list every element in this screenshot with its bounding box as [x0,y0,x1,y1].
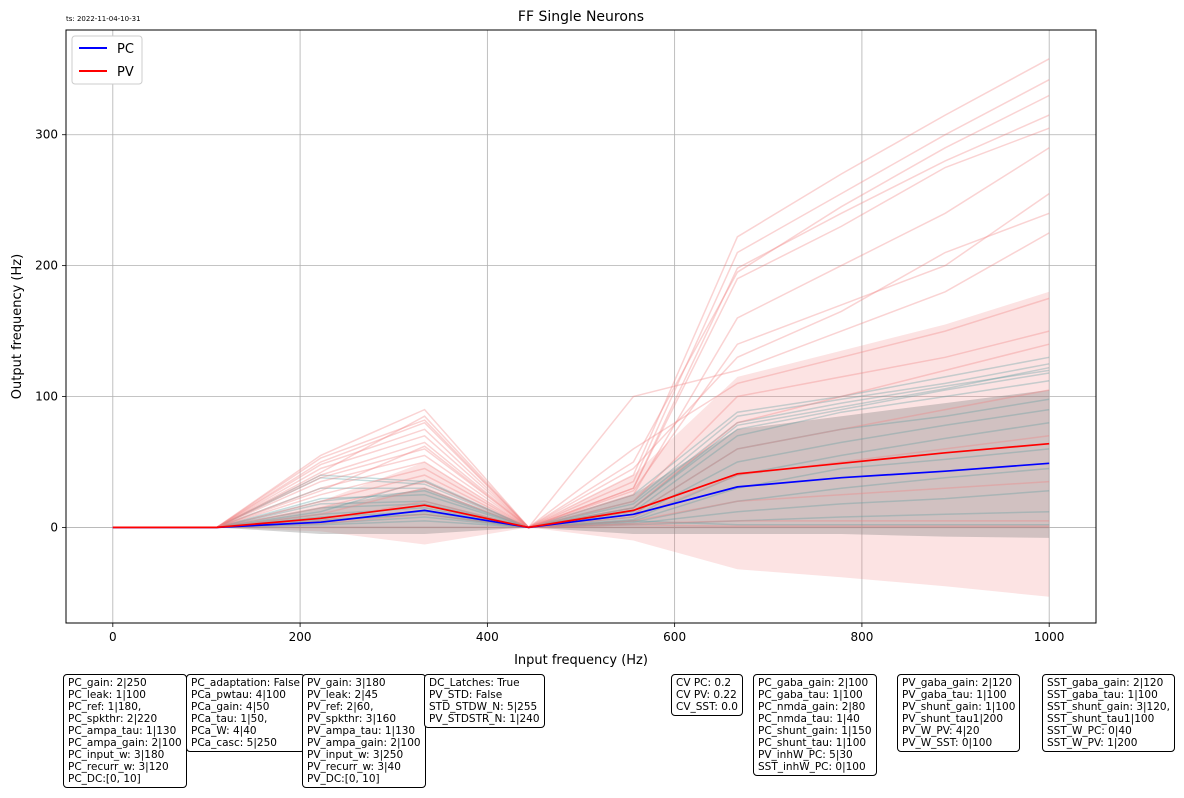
param-box-pc-adaptation: PC_adaptation: False PCa_pwtau: 4|100 PC… [186,674,306,752]
trial-line-pv [112,480,1050,529]
chart-title: FF Single Neurons [518,9,644,25]
trial-line-pc [112,369,1050,529]
mean-line-pc [112,462,1050,529]
legend-label-pc: PC [117,42,134,57]
plot-frame [65,29,1097,624]
trial-line-pv [112,232,1050,529]
trial-line-pv [112,79,1050,529]
chart-figure: 0 200 400 600 800 1000 0 100 200 300 FF Single Ne… [10,9,1097,668]
param-box-pv: PV_gain: 3|180 PV_leak: 2|45 PV_ref: 2|6… [302,674,426,788]
y-axis-label: Output frequency (Hz) [10,254,25,399]
grid-lines [66,30,1096,623]
trial-line-pv [112,343,1050,529]
trial-line-pv [112,94,1050,529]
y-tick-label: 100 [35,390,58,404]
trial-line-pc [112,356,1050,529]
x-tick-label: 600 [663,630,686,644]
y-tick-label: 300 [35,128,58,142]
x-axis-label: Input frequency (Hz) [514,653,648,668]
trial-line-pv [112,212,1050,529]
mean-lines [112,442,1050,529]
mean-line-pv [112,442,1050,529]
param-box-pc: PC_gain: 2|250 PC_leak: 1|100 PC_ref: 1|… [63,674,187,788]
x-tick-label: 1000 [1034,630,1065,644]
trial-line-pc [112,372,1050,529]
trial-line-pv [112,330,1050,529]
trial-line-pv [112,297,1050,529]
x-tick-label: 200 [289,630,312,644]
trial-line-pc [112,363,1050,529]
std-bands [112,291,1050,597]
trial-line-pv [112,114,1050,529]
trial-line-pc [112,421,1050,529]
trial-line-pv [112,127,1050,529]
param-box-sst: SST_gaba_gain: 2|120 SST_gaba_tau: 1|100… [1042,674,1175,752]
trial-line-pc [112,366,1050,529]
param-box-cv: CV PC: 0.2 CV PV: 0.22 CV_SST: 0.0 [671,674,743,716]
x-tick-label: 0 [109,630,117,644]
legend-label-pv: PV [117,65,134,80]
x-tick-label: 400 [476,630,499,644]
trial-line-pv [112,147,1050,529]
trial-line-pv [112,435,1050,529]
param-box-pv-inhibition: PV_gaba_gain: 2|120 PV_gaba_tau: 1|100 P… [897,674,1021,752]
trial-line-pv [112,192,1050,529]
trial-lines [112,58,1050,529]
param-box-dc-std: DC_Latches: True PV_STD: False STD_STDW_… [424,674,545,728]
std-band-pc [112,390,1050,538]
std-band-pv [112,291,1050,597]
trial-line-pc [112,510,1050,529]
y-tick-label: 0 [50,520,58,534]
trial-line-pc [112,408,1050,529]
axis-ticks: 0 200 400 600 800 1000 0 100 200 300 [35,128,1064,644]
legend: PC PV [71,35,143,85]
timestamp-label: ts: 2022-11-04-10-31 [66,15,141,23]
trial-line-pv [112,58,1050,529]
param-box-pc-inhibition: PC_gaba_gain: 2|100 PC_gaba_tau: 1|100 P… [753,674,877,776]
x-tick-label: 800 [850,630,873,644]
y-tick-label: 200 [35,259,58,273]
